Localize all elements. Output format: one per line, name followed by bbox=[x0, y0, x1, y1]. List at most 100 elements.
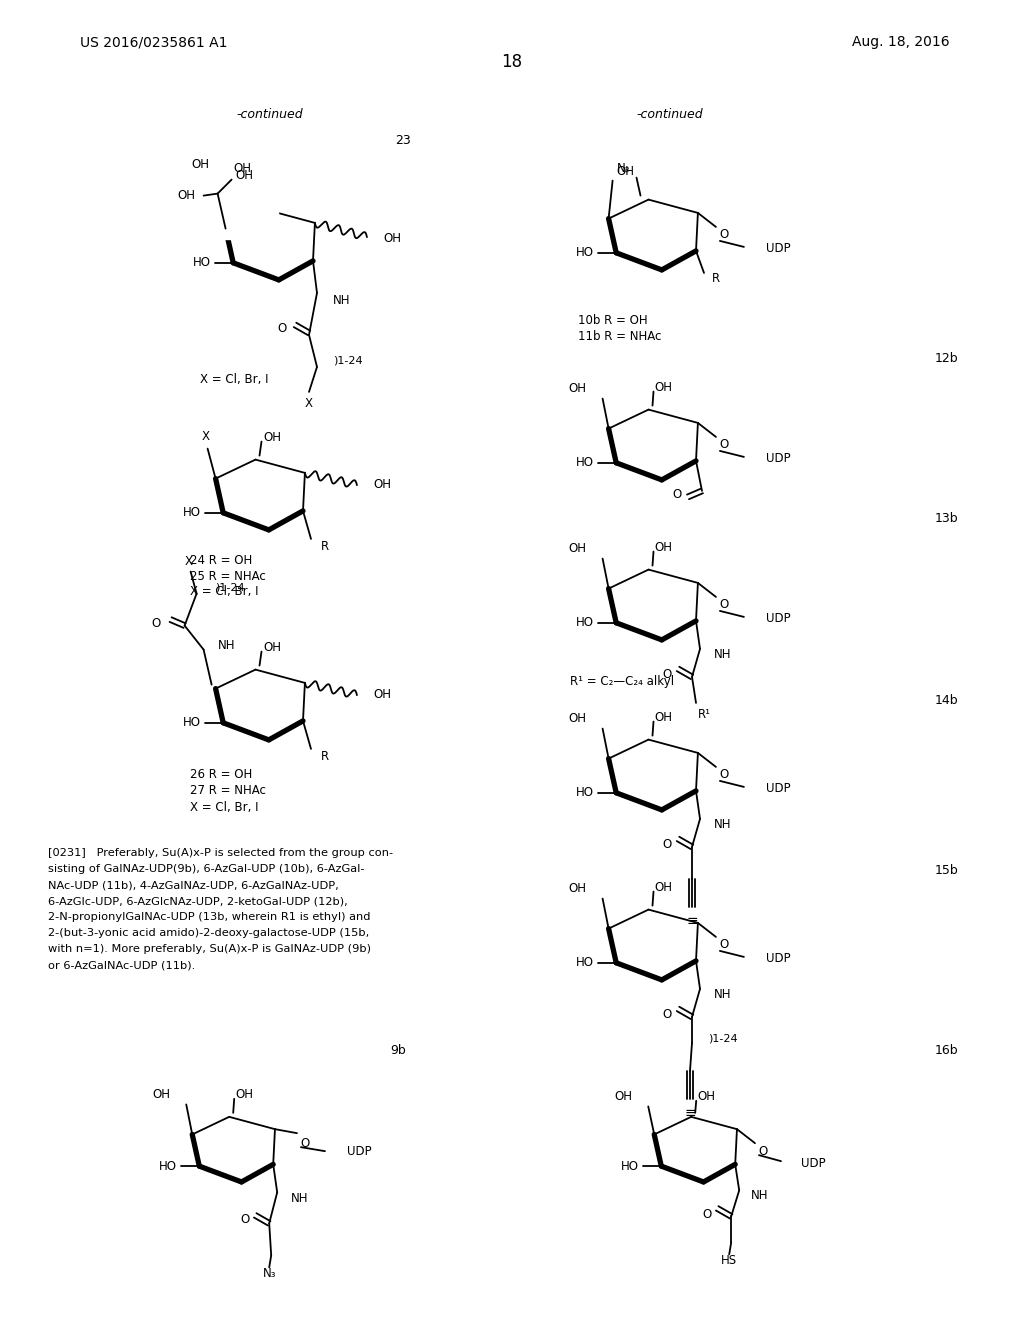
Text: NH: NH bbox=[714, 648, 731, 661]
Text: 9b: 9b bbox=[390, 1044, 406, 1056]
Text: UDP: UDP bbox=[766, 783, 791, 796]
Text: 26 R = OH: 26 R = OH bbox=[190, 768, 252, 781]
Text: UDP: UDP bbox=[766, 453, 791, 466]
Text: X = Cl, Br, I: X = Cl, Br, I bbox=[200, 374, 268, 387]
Text: OH: OH bbox=[236, 1088, 253, 1101]
Text: UDP: UDP bbox=[766, 953, 791, 965]
Text: NH: NH bbox=[291, 1192, 308, 1205]
Text: OH: OH bbox=[233, 162, 252, 176]
Text: X: X bbox=[184, 556, 193, 568]
Text: OH: OH bbox=[373, 478, 391, 491]
Text: N₃: N₃ bbox=[616, 162, 630, 176]
Text: UDP: UDP bbox=[801, 1156, 825, 1170]
Text: NAc-UDP (11b), 4-AzGalNAz-UDP, 6-AzGalNAz-UDP,: NAc-UDP (11b), 4-AzGalNAz-UDP, 6-AzGalNA… bbox=[48, 880, 339, 890]
Text: 15b: 15b bbox=[934, 863, 958, 876]
Text: or 6-AzGalNAc-UDP (11b).: or 6-AzGalNAc-UDP (11b). bbox=[48, 960, 196, 970]
Text: O: O bbox=[759, 1144, 768, 1158]
Text: UDP: UDP bbox=[766, 243, 791, 255]
Text: NH: NH bbox=[752, 1189, 769, 1201]
Text: O: O bbox=[673, 488, 682, 502]
Text: OH: OH bbox=[654, 541, 673, 554]
Text: 27 R = NHAc: 27 R = NHAc bbox=[190, 784, 266, 797]
Text: O: O bbox=[240, 1213, 249, 1226]
Text: R: R bbox=[321, 540, 329, 553]
Text: X = Cl, Br, I: X = Cl, Br, I bbox=[190, 586, 258, 598]
Text: [0231]   Preferably, Su(A)x-P is selected from the group con-: [0231] Preferably, Su(A)x-P is selected … bbox=[48, 847, 393, 858]
Text: R: R bbox=[712, 272, 720, 285]
Text: )1-24: )1-24 bbox=[215, 582, 245, 593]
Text: OH: OH bbox=[568, 381, 587, 395]
Text: OH: OH bbox=[153, 1088, 170, 1101]
Text: 23: 23 bbox=[395, 133, 411, 147]
Text: with n=1). More preferably, Su(A)x-P is GalNAz-UDP (9b): with n=1). More preferably, Su(A)x-P is … bbox=[48, 944, 371, 954]
Text: HO: HO bbox=[194, 256, 211, 269]
Text: O: O bbox=[663, 838, 672, 851]
Text: 14b: 14b bbox=[934, 693, 958, 706]
Text: 6-AzGlc-UDP, 6-AzGlcNAz-UDP, 2-ketoGal-UDP (12b),: 6-AzGlc-UDP, 6-AzGlcNAz-UDP, 2-ketoGal-U… bbox=[48, 896, 348, 906]
Text: O: O bbox=[663, 1008, 672, 1022]
Text: UDP: UDP bbox=[347, 1144, 372, 1158]
Text: HO: HO bbox=[577, 247, 594, 259]
Text: HO: HO bbox=[183, 507, 201, 519]
Text: UDP: UDP bbox=[766, 612, 791, 626]
Text: O: O bbox=[300, 1137, 309, 1150]
Text: R¹: R¹ bbox=[698, 709, 711, 722]
Text: 13b: 13b bbox=[934, 511, 958, 524]
Text: OH: OH bbox=[383, 232, 401, 246]
Text: OH: OH bbox=[177, 189, 196, 202]
Text: HO: HO bbox=[183, 717, 201, 729]
Text: OH: OH bbox=[614, 1090, 632, 1104]
Text: O: O bbox=[719, 598, 728, 611]
Text: OH: OH bbox=[654, 381, 673, 395]
Text: HS: HS bbox=[721, 1254, 737, 1267]
Text: NH: NH bbox=[217, 639, 236, 652]
Text: O: O bbox=[152, 618, 161, 630]
Text: OH: OH bbox=[654, 882, 673, 894]
Text: OH: OH bbox=[654, 711, 673, 725]
Text: 12b: 12b bbox=[934, 351, 958, 364]
Text: HO: HO bbox=[577, 616, 594, 630]
Text: -continued: -continued bbox=[637, 108, 703, 121]
Text: HO: HO bbox=[622, 1159, 639, 1172]
Text: 10b R = OH: 10b R = OH bbox=[578, 314, 647, 326]
Text: )1-24: )1-24 bbox=[708, 1034, 737, 1044]
Text: X: X bbox=[305, 397, 313, 411]
Text: N₃: N₃ bbox=[262, 1267, 275, 1280]
Text: HO: HO bbox=[577, 457, 594, 470]
Text: O: O bbox=[719, 228, 728, 242]
Text: OH: OH bbox=[263, 432, 282, 444]
Text: OH: OH bbox=[236, 169, 254, 182]
Text: O: O bbox=[719, 768, 728, 781]
Text: OH: OH bbox=[373, 689, 391, 701]
Text: sisting of GalNAz-UDP(9b), 6-AzGal-UDP (10b), 6-AzGal-: sisting of GalNAz-UDP(9b), 6-AzGal-UDP (… bbox=[48, 865, 365, 874]
Text: 16b: 16b bbox=[934, 1044, 958, 1056]
Text: R: R bbox=[321, 750, 329, 763]
Text: OH: OH bbox=[568, 882, 587, 895]
Text: O: O bbox=[278, 322, 287, 335]
Text: )1-24: )1-24 bbox=[333, 356, 362, 366]
Text: US 2016/0235861 A1: US 2016/0235861 A1 bbox=[80, 36, 227, 49]
Text: X = Cl, Br, I: X = Cl, Br, I bbox=[190, 800, 258, 813]
Text: 2-(but-3-yonic acid amido)-2-deoxy-galactose-UDP (15b,: 2-(but-3-yonic acid amido)-2-deoxy-galac… bbox=[48, 928, 370, 939]
Text: ≡: ≡ bbox=[686, 913, 697, 928]
Text: Aug. 18, 2016: Aug. 18, 2016 bbox=[852, 36, 950, 49]
Text: OH: OH bbox=[568, 543, 587, 556]
Text: 24 R = OH: 24 R = OH bbox=[190, 553, 252, 566]
Text: NH: NH bbox=[714, 818, 731, 832]
Text: HO: HO bbox=[160, 1159, 177, 1172]
Text: R¹ = C₂—C₂₄ alkyl: R¹ = C₂—C₂₄ alkyl bbox=[570, 676, 674, 689]
Text: X: X bbox=[202, 430, 210, 444]
Text: 25 R = NHAc: 25 R = NHAc bbox=[190, 569, 266, 582]
Text: -continued: -continued bbox=[237, 108, 303, 121]
Text: NH: NH bbox=[714, 989, 731, 1002]
Text: 2-N-propionylGalNAc-UDP (13b, wherein R1 is ethyl) and: 2-N-propionylGalNAc-UDP (13b, wherein R1… bbox=[48, 912, 371, 921]
Text: OH: OH bbox=[191, 158, 210, 172]
Text: ≡: ≡ bbox=[684, 1106, 696, 1119]
Text: HO: HO bbox=[577, 956, 594, 969]
Text: O: O bbox=[663, 668, 672, 681]
Text: NH: NH bbox=[333, 294, 350, 308]
Text: O: O bbox=[719, 939, 728, 952]
Text: OH: OH bbox=[568, 711, 587, 725]
Text: OH: OH bbox=[616, 165, 635, 178]
Text: HO: HO bbox=[577, 787, 594, 800]
